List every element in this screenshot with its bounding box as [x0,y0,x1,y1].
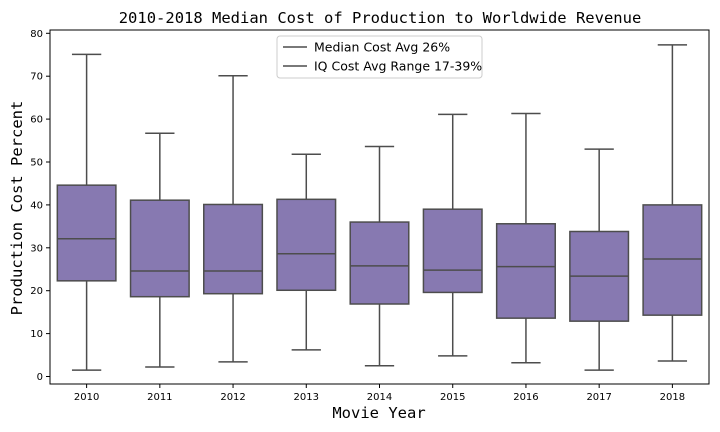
box-group [495,112,556,364]
box-group [569,148,630,371]
legend-entry: IQ Cost Avg Range 17-39% [314,59,482,74]
box-group [203,75,264,363]
y-tick-label: 50 [30,158,43,169]
y-tick-label: 30 [30,243,43,254]
plot-area: 0 10 20 30 40 50 60 70 80 2010 2011 2012 2013 2014 201… [30,29,710,403]
y-tick-label: 60 [30,115,43,126]
y-tick-label: 10 [30,329,43,340]
iqr-box [203,203,264,295]
iqr-box [349,221,410,305]
iqr-box [422,208,483,294]
legend-entry: Median Cost Avg 26% [314,40,450,55]
legend-box [276,35,483,79]
x-tick-label: 2010 [74,392,99,403]
iqr-box [129,199,190,298]
y-tick-label: 0 [37,372,43,383]
x-tick-label: 2011 [147,392,172,403]
x-axis-label: Movie Year [332,404,425,422]
y-tick-label: 20 [30,286,43,297]
box-group [642,44,703,362]
box-group [56,53,117,371]
x-tick-label: 2012 [220,392,245,403]
x-tick-label: 2017 [586,392,611,403]
box-group [349,145,410,367]
iqr-box [495,223,556,319]
iqr-box [56,184,117,282]
y-axis-label: Production Cost Percent [8,101,26,316]
box-group [276,153,337,351]
y-tick-label: 80 [30,29,43,40]
x-tick-label: 2015 [440,392,465,403]
x-tick-label: 2013 [294,392,319,403]
box-group [422,113,483,357]
chart-title: 2010-2018 Median Cost of Production to W… [119,9,642,27]
y-tick-label: 70 [30,72,43,83]
y-tick-label: 40 [30,200,43,211]
x-tick-label: 2016 [513,392,538,403]
x-tick-label: 2014 [367,392,392,403]
box-group [129,132,190,368]
iqr-box [642,204,703,316]
iqr-box [276,198,337,292]
legend: Median Cost Avg 26% IQ Cost Avg Range 17-… [276,35,483,79]
x-tick-label: 2018 [660,392,685,403]
